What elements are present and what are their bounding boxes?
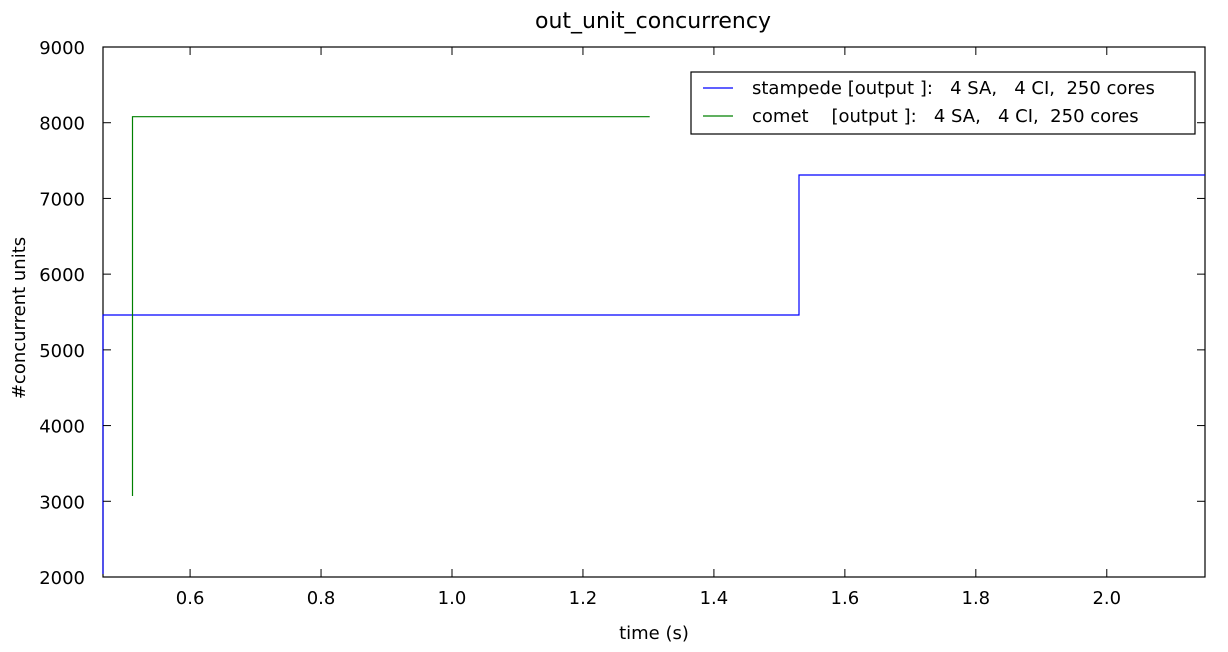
x-tick-label: 1.6 [831,588,860,609]
x-tick-label: 1.2 [569,588,598,609]
legend-label-0: stampede [output ]: 4 SA, 4 CI, 250 core… [752,78,1155,99]
plot-frame [102,46,1206,578]
plot-border [102,46,1206,578]
y-tick-label: 2000 [39,568,85,589]
x-tick-label: 0.8 [307,588,336,609]
y-tick-label: 6000 [39,265,85,286]
legend-label-1: comet [output ]: 4 SA, 4 CI, 250 cores [752,106,1139,127]
x-tick-label: 1.8 [962,588,991,609]
legend: stampede [output ]: 4 SA, 4 CI, 250 core… [690,71,1196,135]
legend-box [690,71,1196,135]
x-tick-label: 1.0 [438,588,467,609]
chart-title: out_unit_concurrency [535,9,771,34]
y-tick-label: 7000 [39,189,85,210]
x-axis-ticks: 0.6 0.8 1.0 1.2 1.4 1.6 1.8 2.0 [176,47,1121,609]
series-line-1 [131,116,650,496]
series-layer [102,116,1205,574]
y-axis-ticks: 2000 3000 4000 5000 6000 7000 8000 9000 [39,38,1205,589]
y-tick-label: 5000 [39,341,85,362]
series-line-0 [102,174,1205,574]
x-axis-label: time (s) [619,623,689,644]
x-tick-label: 2.0 [1092,588,1121,609]
y-axis-label: #concurrent units [9,237,30,399]
y-tick-label: 8000 [39,114,85,135]
y-tick-label: 4000 [39,417,85,438]
y-tick-label: 9000 [39,38,85,59]
y-tick-label: 3000 [39,492,85,513]
x-tick-label: 0.6 [176,588,205,609]
x-tick-label: 1.4 [700,588,729,609]
